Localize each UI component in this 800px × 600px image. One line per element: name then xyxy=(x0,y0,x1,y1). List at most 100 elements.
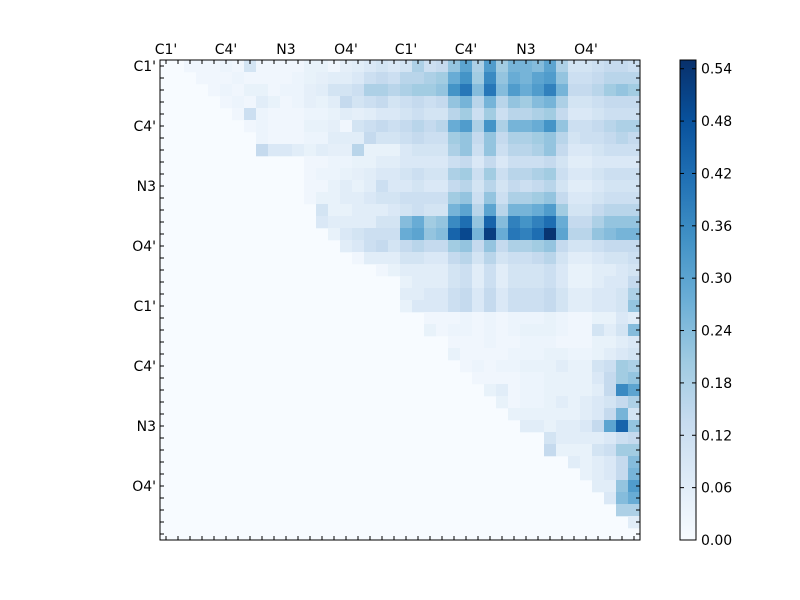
heatmap-cell xyxy=(436,192,449,205)
heatmap-cell xyxy=(628,84,641,97)
heatmap-cell xyxy=(496,204,509,217)
heatmap-cell xyxy=(592,480,605,493)
heatmap-cell xyxy=(568,408,581,421)
heatmap-cell xyxy=(532,120,545,133)
heatmap-cell xyxy=(424,228,437,241)
heatmap-cell xyxy=(268,60,281,73)
heatmap-cell xyxy=(340,168,353,181)
heatmap-cell xyxy=(520,204,533,217)
heatmap-cell xyxy=(496,396,509,409)
heatmap-cell xyxy=(340,180,353,193)
heatmap-cell xyxy=(508,216,521,229)
heatmap-cell xyxy=(304,120,317,133)
heatmap-cell xyxy=(616,132,629,145)
heatmap-cell xyxy=(592,420,605,433)
heatmap-cell xyxy=(244,72,257,85)
heatmap-cell xyxy=(472,192,485,205)
heatmap-cell xyxy=(604,180,617,193)
heatmap-cell xyxy=(592,336,605,349)
heatmap-cell xyxy=(568,204,581,217)
heatmap-cell xyxy=(328,132,341,145)
heatmap-cell xyxy=(520,372,533,385)
heatmap-cell xyxy=(316,144,329,157)
heatmap-cell xyxy=(496,288,509,301)
heatmap-cell xyxy=(400,156,413,169)
heatmap-cell xyxy=(436,120,449,133)
heatmap-cell xyxy=(508,372,521,385)
heatmap-cell xyxy=(592,372,605,385)
heatmap-cell xyxy=(256,60,269,73)
heatmap-cell xyxy=(520,396,533,409)
heatmap-cell xyxy=(496,276,509,289)
heatmap-cell xyxy=(508,120,521,133)
heatmap-cell xyxy=(544,252,557,265)
heatmap-cell xyxy=(472,204,485,217)
heatmap-cell xyxy=(328,180,341,193)
heatmap-cell xyxy=(592,300,605,313)
heatmap-cell xyxy=(604,468,617,481)
x-tick-label: C4' xyxy=(215,42,238,58)
heatmap-cell xyxy=(616,180,629,193)
heatmap-cell xyxy=(532,156,545,169)
heatmap-cell xyxy=(448,120,461,133)
heatmap-cell xyxy=(544,96,557,109)
heatmap-cell xyxy=(304,180,317,193)
heatmap-cell xyxy=(628,504,641,517)
heatmap-cell xyxy=(244,60,257,73)
heatmap-cell xyxy=(616,420,629,433)
heatmap-cell xyxy=(496,384,509,397)
heatmap-cell xyxy=(592,324,605,337)
heatmap-cell xyxy=(580,336,593,349)
heatmap-cell xyxy=(448,300,461,313)
heatmap-cell xyxy=(580,372,593,385)
heatmap-cell xyxy=(460,132,473,145)
heatmap-cell xyxy=(412,144,425,157)
heatmap-cell xyxy=(220,96,233,109)
heatmap-cell xyxy=(604,336,617,349)
heatmap-cell xyxy=(244,120,257,133)
heatmap-cell xyxy=(592,444,605,457)
heatmap-cell xyxy=(520,180,533,193)
heatmap-cell xyxy=(508,96,521,109)
heatmap-cell xyxy=(532,168,545,181)
heatmap-cell xyxy=(448,72,461,85)
heatmap-cell xyxy=(604,456,617,469)
heatmap-cell xyxy=(628,144,641,157)
heatmap-cell xyxy=(280,144,293,157)
heatmap-cell xyxy=(424,132,437,145)
heatmap-cell xyxy=(496,240,509,253)
heatmap-cell xyxy=(556,168,569,181)
heatmap-cell xyxy=(580,204,593,217)
heatmap-cell xyxy=(436,168,449,181)
heatmap-cell xyxy=(628,264,641,277)
heatmap-cell xyxy=(568,372,581,385)
heatmap-cell xyxy=(568,348,581,361)
heatmap-cell xyxy=(244,96,257,109)
heatmap-cell xyxy=(604,60,617,73)
heatmap-cell xyxy=(616,168,629,181)
heatmap-cell xyxy=(460,228,473,241)
heatmap-cell xyxy=(436,96,449,109)
heatmap-cell xyxy=(280,60,293,73)
heatmap-cell xyxy=(520,144,533,157)
heatmap-cell xyxy=(628,108,641,121)
heatmap-cell xyxy=(484,204,497,217)
heatmap-cell xyxy=(424,288,437,301)
heatmap-cell xyxy=(424,192,437,205)
heatmap-cell xyxy=(412,60,425,73)
heatmap-cell xyxy=(568,420,581,433)
heatmap-cell xyxy=(460,216,473,229)
heatmap-cell xyxy=(436,204,449,217)
heatmap-cell xyxy=(376,264,389,277)
heatmap-cell xyxy=(340,132,353,145)
heatmap-cell xyxy=(580,108,593,121)
heatmap-cell xyxy=(592,180,605,193)
heatmap-cell xyxy=(472,228,485,241)
heatmap-cell xyxy=(520,324,533,337)
heatmap-cell xyxy=(616,432,629,445)
axis-ticks xyxy=(160,60,640,540)
heatmap-cell xyxy=(520,228,533,241)
heatmap-cell xyxy=(412,96,425,109)
heatmap-cell xyxy=(340,156,353,169)
heatmap-cell xyxy=(484,144,497,157)
